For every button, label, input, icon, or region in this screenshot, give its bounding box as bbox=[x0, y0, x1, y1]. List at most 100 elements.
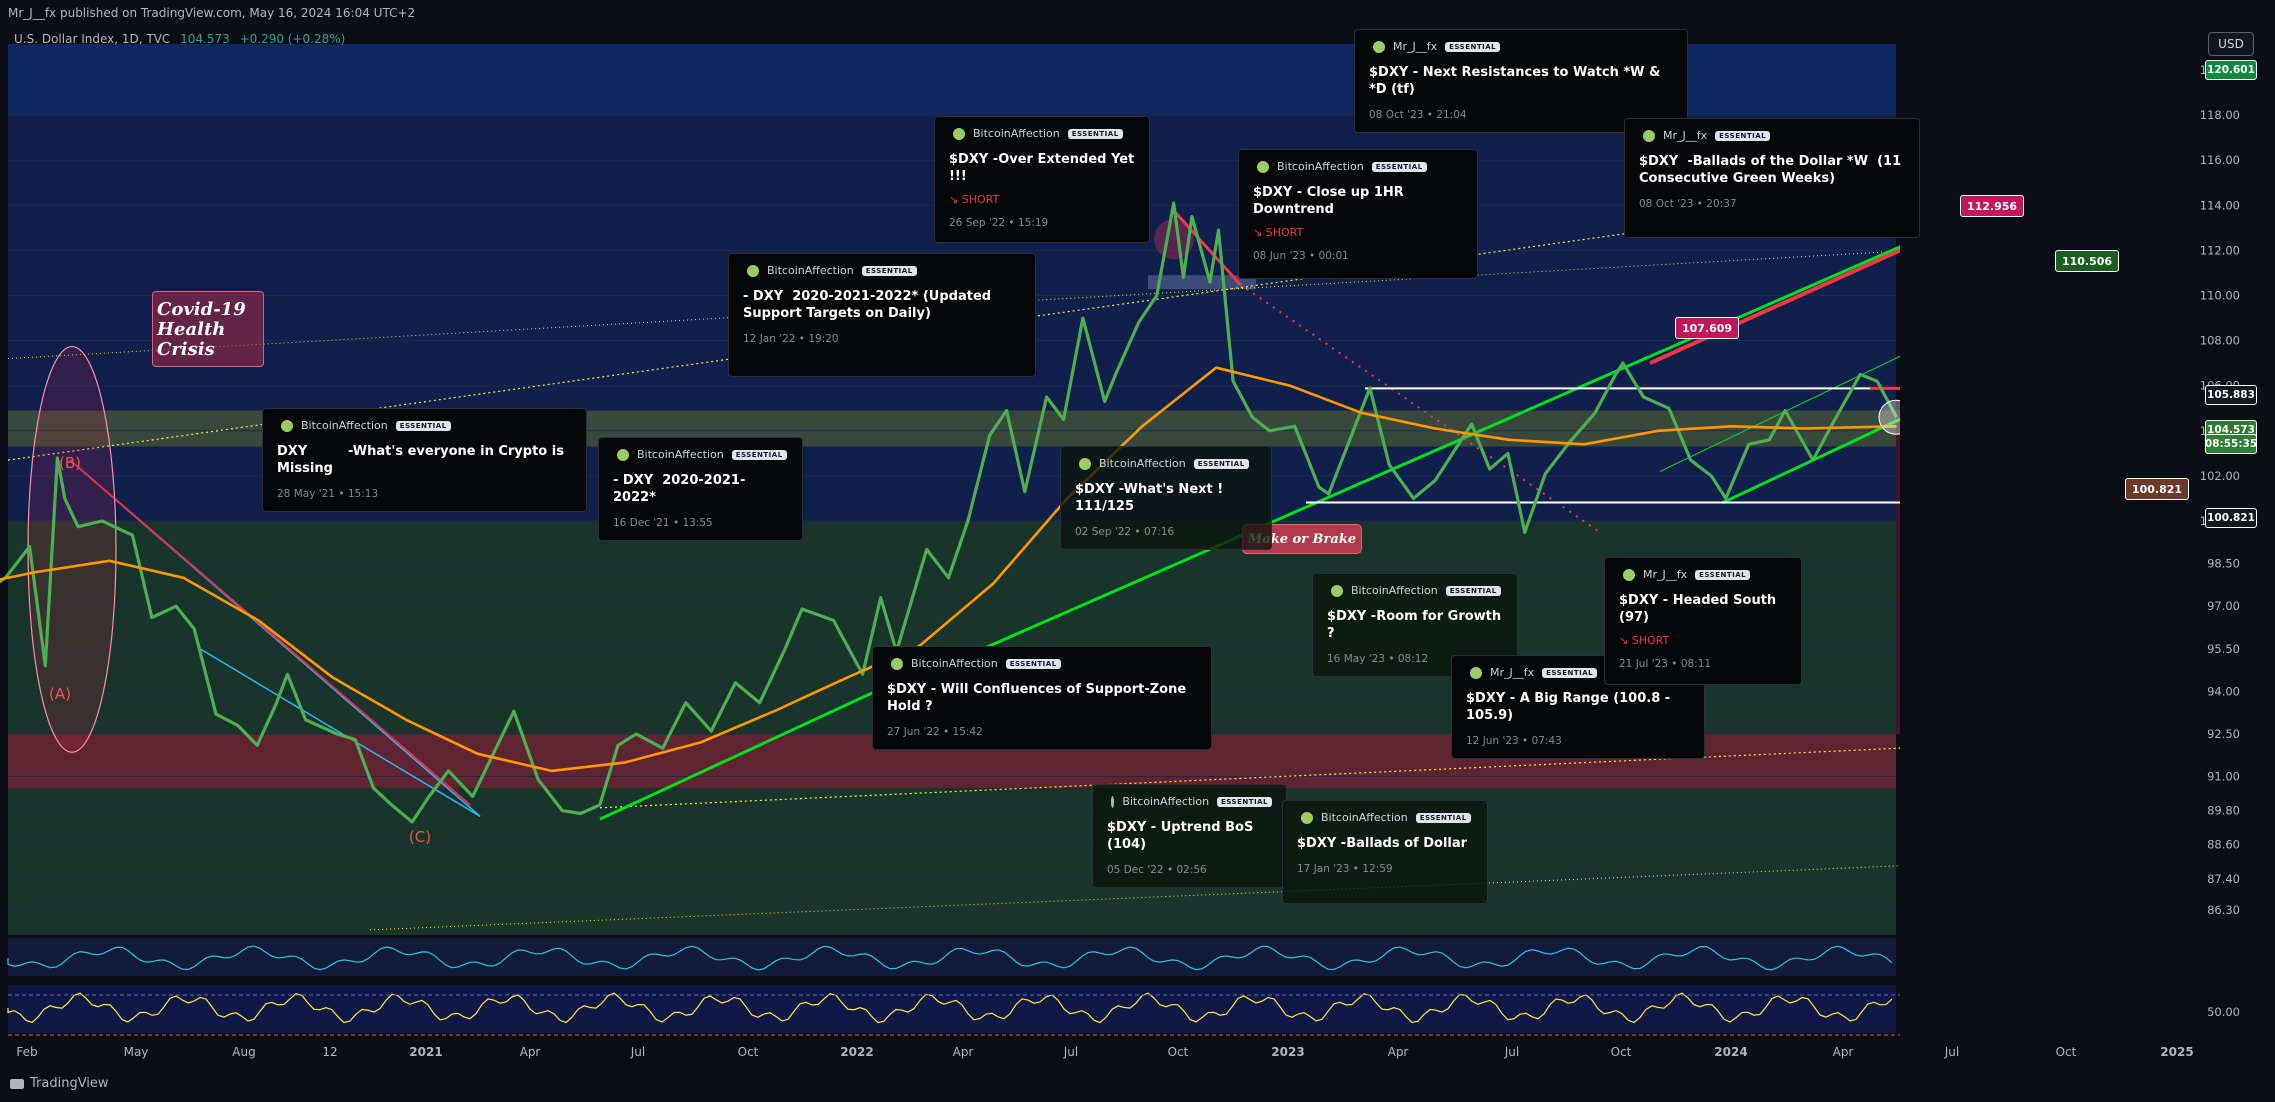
idea-card[interactable]: BitcoinAffection ESSENTIAL $DXY - Uptrend … bbox=[1092, 784, 1287, 888]
idea-title: $DXY -Ballads of Dollar bbox=[1297, 836, 1468, 851]
idea-date: 21 Jul '23 • 08:11 bbox=[1619, 658, 1712, 670]
author-avatar-icon bbox=[1623, 568, 1635, 581]
idea-header: Mr_J__fx ESSENTIAL bbox=[1639, 129, 1905, 142]
essential-badge: ESSENTIAL bbox=[1371, 161, 1427, 172]
idea-title: $DXY -What's Next ! 111/125 bbox=[1075, 482, 1228, 514]
idea-author: BitcoinAffection bbox=[301, 419, 388, 432]
idea-card[interactable]: BitcoinAffection ESSENTIAL $DXY - Will Con… bbox=[872, 646, 1212, 750]
price-annotation: 107.609 bbox=[1675, 317, 1739, 339]
wave-label: (C) bbox=[409, 828, 431, 846]
author-avatar-icon bbox=[953, 127, 965, 140]
bear-line-a bbox=[69, 459, 471, 806]
idea-author: BitcoinAffection bbox=[1099, 457, 1186, 470]
idea-header: BitcoinAffection ESSENTIAL bbox=[1253, 160, 1463, 173]
idea-card[interactable]: BitcoinAffection ESSENTIAL $DXY - Close up… bbox=[1238, 149, 1478, 279]
y-tick-label: 97.00 bbox=[2207, 599, 2240, 613]
idea-header: BitcoinAffection ESSENTIAL bbox=[1107, 795, 1272, 808]
author-avatar-icon bbox=[1373, 40, 1385, 53]
macd-line bbox=[7, 945, 1893, 971]
idea-card[interactable]: BitcoinAffection ESSENTIAL DXY -What's eve… bbox=[262, 408, 587, 512]
essential-badge: ESSENTIAL bbox=[1715, 130, 1771, 141]
x-tick-label: Feb bbox=[16, 1045, 37, 1059]
x-tick-label: 2024 bbox=[1714, 1045, 1747, 1059]
idea-author: Mr_J__fx bbox=[1490, 666, 1535, 679]
idea-title: $DXY - Will Confluences of Support-Zone … bbox=[887, 682, 1191, 714]
essential-badge: ESSENTIAL bbox=[861, 265, 917, 276]
idea-author: Mr_J__fx bbox=[1393, 40, 1438, 53]
bear-dotted-line bbox=[1239, 283, 1601, 534]
idea-card[interactable]: Mr_J__fx ESSENTIAL $DXY - Next Resistances… bbox=[1354, 29, 1688, 133]
idea-title: $DXY - Uptrend BoS (104) bbox=[1107, 820, 1258, 852]
idea-header: BitcoinAffection ESSENTIAL bbox=[949, 127, 1135, 140]
x-tick-label: Apr bbox=[520, 1045, 541, 1059]
essential-badge: ESSENTIAL bbox=[731, 449, 787, 460]
author-avatar-icon bbox=[1257, 160, 1269, 173]
axis-price-tag: 105.883 bbox=[2205, 385, 2257, 405]
x-tick-label: Oct bbox=[1168, 1045, 1189, 1059]
x-tick-label: Apr bbox=[1833, 1045, 1854, 1059]
x-tick-label: Apr bbox=[953, 1045, 974, 1059]
idea-card[interactable]: BitcoinAffection ESSENTIAL $DXY -What's Ne… bbox=[1060, 446, 1272, 550]
idea-date: 12 Jun '23 • 07:43 bbox=[1466, 735, 1562, 747]
idea-author: BitcoinAffection bbox=[973, 127, 1060, 140]
idea-card[interactable]: BitcoinAffection ESSENTIAL - DXY 2020-2021… bbox=[598, 437, 803, 541]
idea-author: BitcoinAffection bbox=[1321, 811, 1408, 824]
x-tick-label: Oct bbox=[2056, 1045, 2077, 1059]
y-tick-label: 92.50 bbox=[2207, 727, 2240, 741]
axis-price-tag: 120.601 bbox=[2205, 60, 2257, 80]
idea-date: 12 Jan '22 • 19:20 bbox=[743, 333, 839, 345]
idea-card[interactable]: BitcoinAffection ESSENTIAL $DXY -Over Exte… bbox=[934, 116, 1150, 243]
idea-card[interactable]: BitcoinAffection ESSENTIAL $DXY -Ballads o… bbox=[1282, 800, 1488, 904]
short-signal: ↘ SHORT bbox=[1619, 634, 1670, 647]
idea-card[interactable]: Mr_J__fx ESSENTIAL $DXY -Ballads of the Do… bbox=[1624, 118, 1920, 238]
rsi-pane bbox=[8, 985, 1896, 1033]
idea-date: 08 Oct '23 • 21:04 bbox=[1369, 109, 1467, 121]
oscillators bbox=[7, 938, 1900, 1036]
moving-average-line bbox=[0, 366, 1897, 773]
idea-card[interactable]: Mr_J__fx ESSENTIAL $DXY - Headed South (97… bbox=[1604, 557, 1802, 685]
idea-author: BitcoinAffection bbox=[911, 657, 998, 670]
essential-badge: ESSENTIAL bbox=[1445, 585, 1501, 596]
x-axis: Feb May Aug 12 2021 Apr Jul Oct 2022 Apr Jul Oct 202… bbox=[16, 1045, 2193, 1059]
idea-card[interactable]: BitcoinAffection ESSENTIAL - DXY 2020-2021… bbox=[728, 253, 1036, 377]
wave-label: (B) bbox=[59, 454, 81, 472]
y-tick-label: 95.50 bbox=[2207, 642, 2240, 656]
top-box bbox=[1148, 275, 1256, 290]
y-tick-label: 112.00 bbox=[2200, 243, 2240, 257]
x-tick-label: 12 bbox=[322, 1045, 337, 1059]
author-avatar-icon bbox=[617, 448, 629, 461]
idea-date: 05 Dec '22 • 02:56 bbox=[1107, 864, 1207, 876]
x-tick-label: Oct bbox=[1611, 1045, 1632, 1059]
idea-title: $DXY -Room for Growth ? bbox=[1327, 609, 1506, 641]
y-tick-label: 110.00 bbox=[2200, 289, 2240, 303]
published-line: Mr_J__fx published on TradingView.com, M… bbox=[8, 6, 416, 20]
idea-header: BitcoinAffection ESSENTIAL bbox=[743, 264, 1021, 277]
idea-date: 08 Jun '23 • 00:01 bbox=[1253, 250, 1349, 262]
x-tick-label: May bbox=[124, 1045, 149, 1059]
author-avatar-icon bbox=[891, 657, 903, 670]
dotted-trendline-mid bbox=[599, 747, 1901, 809]
author-avatar-icon bbox=[1111, 795, 1115, 808]
bull-support-1 bbox=[599, 678, 901, 821]
x-tick-label: Oct bbox=[738, 1045, 759, 1059]
idea-card[interactable]: BitcoinAffection ESSENTIAL $DXY -Room for … bbox=[1312, 573, 1518, 677]
y-tick-label: 108.00 bbox=[2200, 334, 2240, 348]
idea-date: 02 Sep '22 • 07:16 bbox=[1075, 526, 1175, 538]
idea-date: 16 May '23 • 08:12 bbox=[1327, 653, 1429, 665]
idea-date: 28 May '21 • 15:13 bbox=[277, 488, 379, 500]
author-avatar-icon bbox=[747, 264, 759, 277]
peak-resistance bbox=[1173, 211, 1242, 286]
currency-button[interactable]: USD bbox=[2208, 32, 2254, 56]
idea-date: 08 Oct '23 • 20:37 bbox=[1639, 198, 1737, 210]
idea-date: 27 Jun '22 • 15:42 bbox=[887, 726, 983, 738]
idea-author: Mr_J__fx bbox=[1643, 568, 1688, 581]
symbol-legend[interactable]: U.S. Dollar Index, 1D, TVC 104.573 +0.29… bbox=[14, 32, 345, 46]
idea-header: BitcoinAffection ESSENTIAL bbox=[1075, 457, 1257, 470]
y-tick-label: 91.00 bbox=[2207, 770, 2240, 784]
idea-title: $DXY - Close up 1HR Downtrend bbox=[1253, 185, 1409, 217]
macd-pane bbox=[8, 938, 1896, 976]
footer-brand[interactable]: TradingView bbox=[10, 1076, 109, 1091]
x-tick-label: 2025 bbox=[2160, 1045, 2193, 1059]
idea-card[interactable]: Mr_J__fx ESSENTIAL $DXY - A Big Range (100… bbox=[1451, 655, 1705, 759]
author-avatar-icon bbox=[1643, 129, 1655, 142]
